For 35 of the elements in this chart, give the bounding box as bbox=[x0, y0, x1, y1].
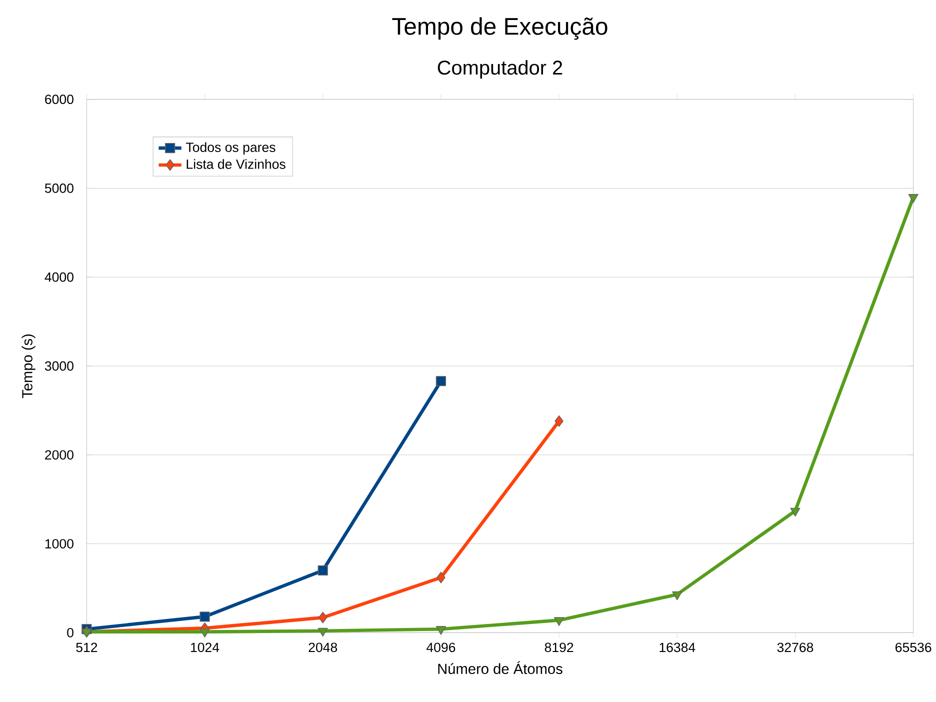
point bbox=[554, 617, 564, 626]
point bbox=[82, 628, 92, 638]
point bbox=[554, 415, 564, 427]
legend-label: Todos os pares bbox=[186, 142, 276, 155]
y-tick-label: 0 bbox=[67, 628, 74, 638]
legend-label: Lista de Vizinhos bbox=[186, 159, 286, 169]
chart-title: Tempo de Execução bbox=[392, 17, 608, 40]
point bbox=[436, 572, 446, 584]
y-tick-label: 5000 bbox=[44, 184, 74, 193]
x-tick-label: 65536 bbox=[896, 642, 932, 652]
y-tick-label: 3000 bbox=[44, 361, 74, 371]
point bbox=[318, 628, 328, 637]
point bbox=[318, 612, 328, 624]
x-tick-label: 16384 bbox=[660, 642, 696, 652]
point bbox=[436, 626, 446, 635]
x-tick-label: 2048 bbox=[308, 642, 338, 652]
point bbox=[908, 194, 918, 203]
y-tick-label: 1000 bbox=[45, 539, 74, 548]
x-tick-label: 32768 bbox=[777, 642, 814, 652]
x-tick-label: 1024 bbox=[191, 642, 220, 652]
x-tick-label: 8192 bbox=[544, 642, 574, 652]
point bbox=[200, 612, 210, 622]
chart-subtitle: Computador 2 bbox=[438, 60, 562, 79]
point bbox=[672, 591, 682, 600]
point bbox=[790, 508, 800, 517]
y-axis-title: Tempo (s) bbox=[22, 334, 36, 398]
x-tick-label: 512 bbox=[76, 642, 98, 652]
point bbox=[318, 565, 328, 576]
y-tick-label: 4000 bbox=[44, 272, 74, 282]
y-tick-label: 6000 bbox=[45, 94, 74, 104]
point bbox=[436, 376, 446, 386]
y-tick-label: 2000 bbox=[45, 450, 74, 460]
x-tick-label: 4096 bbox=[426, 642, 456, 652]
point bbox=[200, 628, 210, 638]
x-axis-title: Número de Átomos bbox=[438, 661, 562, 674]
